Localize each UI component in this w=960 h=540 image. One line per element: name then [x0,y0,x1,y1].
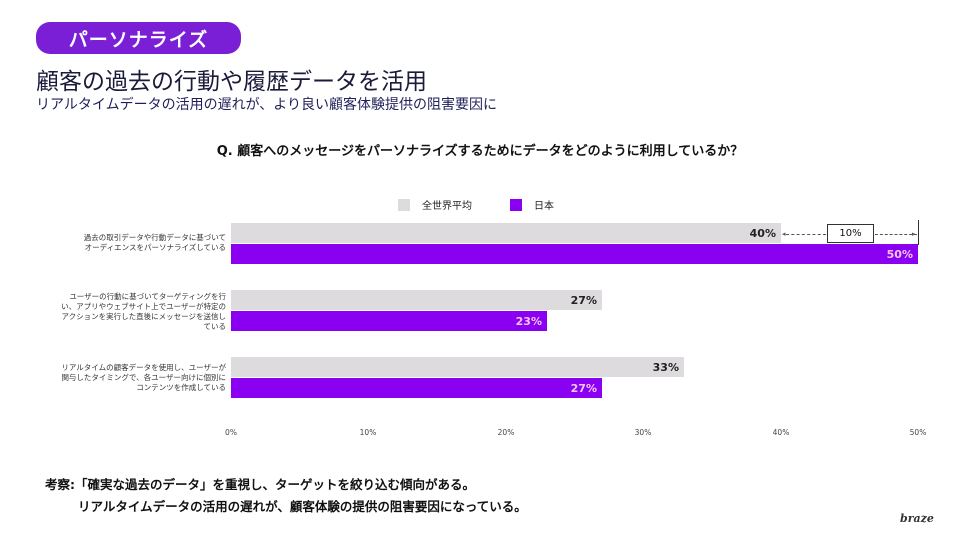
bar-value: 33% [652,360,679,374]
bar-value: 40% [749,226,776,240]
chart-question: Q. 顧客へのメッセージをパーソナライズするためにデータをどのように利用している… [216,144,744,159]
bar-japan-1: 50% [231,244,918,264]
category-label-3: リアルタイムの顧客データを使用し、ユーザーが 関与したタイミングで、各ユーザー向け… [36,363,226,393]
insight-line-2: リアルタイムデータの活用の遅れが、顧客体験の提供の阻害要因になっている。 [78,499,527,514]
bar-value: 50% [886,247,913,261]
legend-label-japan: 日本 [534,201,554,212]
bar-japan-2: 23% [231,311,547,331]
chart-legend: 全世界平均 日本 [398,197,592,212]
legend-swatch-global [398,198,410,211]
bar-global-2: 27% [231,290,602,310]
arrow-left-icon: ◂ [782,230,786,238]
insight-line-1: 考察:「確実な過去のデータ」を重視し、ターゲットを絞り込む傾向がある。 [45,477,476,492]
axis-tick-30: 30% [634,428,652,437]
diff-annotation-box: 10% [827,224,874,243]
category-label-text: 過去の取引データや行動データに基づいて オーディエンスをパーソナライズしている [83,233,226,252]
braze-logo: braze [900,512,934,525]
diff-value: 10% [839,228,862,239]
category-label-text: ユーザーの行動に基づいてターゲティングを行 い、アプリやウェブサイト上でユーザーが… [61,292,226,331]
section-badge: パーソナライズ [36,22,241,54]
category-label-text: リアルタイムの顧客データを使用し、ユーザーが 関与したタイミングで、各ユーザー向け… [61,363,226,392]
bar-value: 27% [570,293,597,307]
legend-swatch-japan [510,198,522,211]
category-label-2: ユーザーの行動に基づいてターゲティングを行 い、アプリやウェブサイト上でユーザーが… [36,292,226,332]
bar-global-1: 40% [231,223,781,243]
category-label-1: 過去の取引データや行動データに基づいて オーディエンスをパーソナライズしている [36,233,226,253]
diff-dashed-line-left [786,234,826,235]
diff-marker-line [918,220,919,245]
page-subtitle: リアルタイムデータの活用の遅れが、より良い顧客体験提供の阻害要因に [36,97,498,113]
diff-dashed-line-right [875,234,917,235]
axis-tick-20: 20% [497,428,515,437]
legend-item-global: 全世界平均 [398,197,472,212]
bar-value: 23% [515,314,542,328]
axis-tick-10: 10% [359,428,377,437]
legend-item-japan: 日本 [510,197,554,212]
bar-japan-3: 27% [231,378,602,398]
axis-tick-50: 50% [909,428,927,437]
page-title: 顧客の過去の行動や履歴データを活用 [36,69,427,95]
axis-tick-0: 0% [225,428,237,437]
bar-value: 27% [570,381,597,395]
bar-global-3: 33% [231,357,684,377]
axis-tick-40: 40% [772,428,790,437]
legend-label-global: 全世界平均 [422,201,472,212]
arrow-right-icon: ▸ [912,230,916,238]
